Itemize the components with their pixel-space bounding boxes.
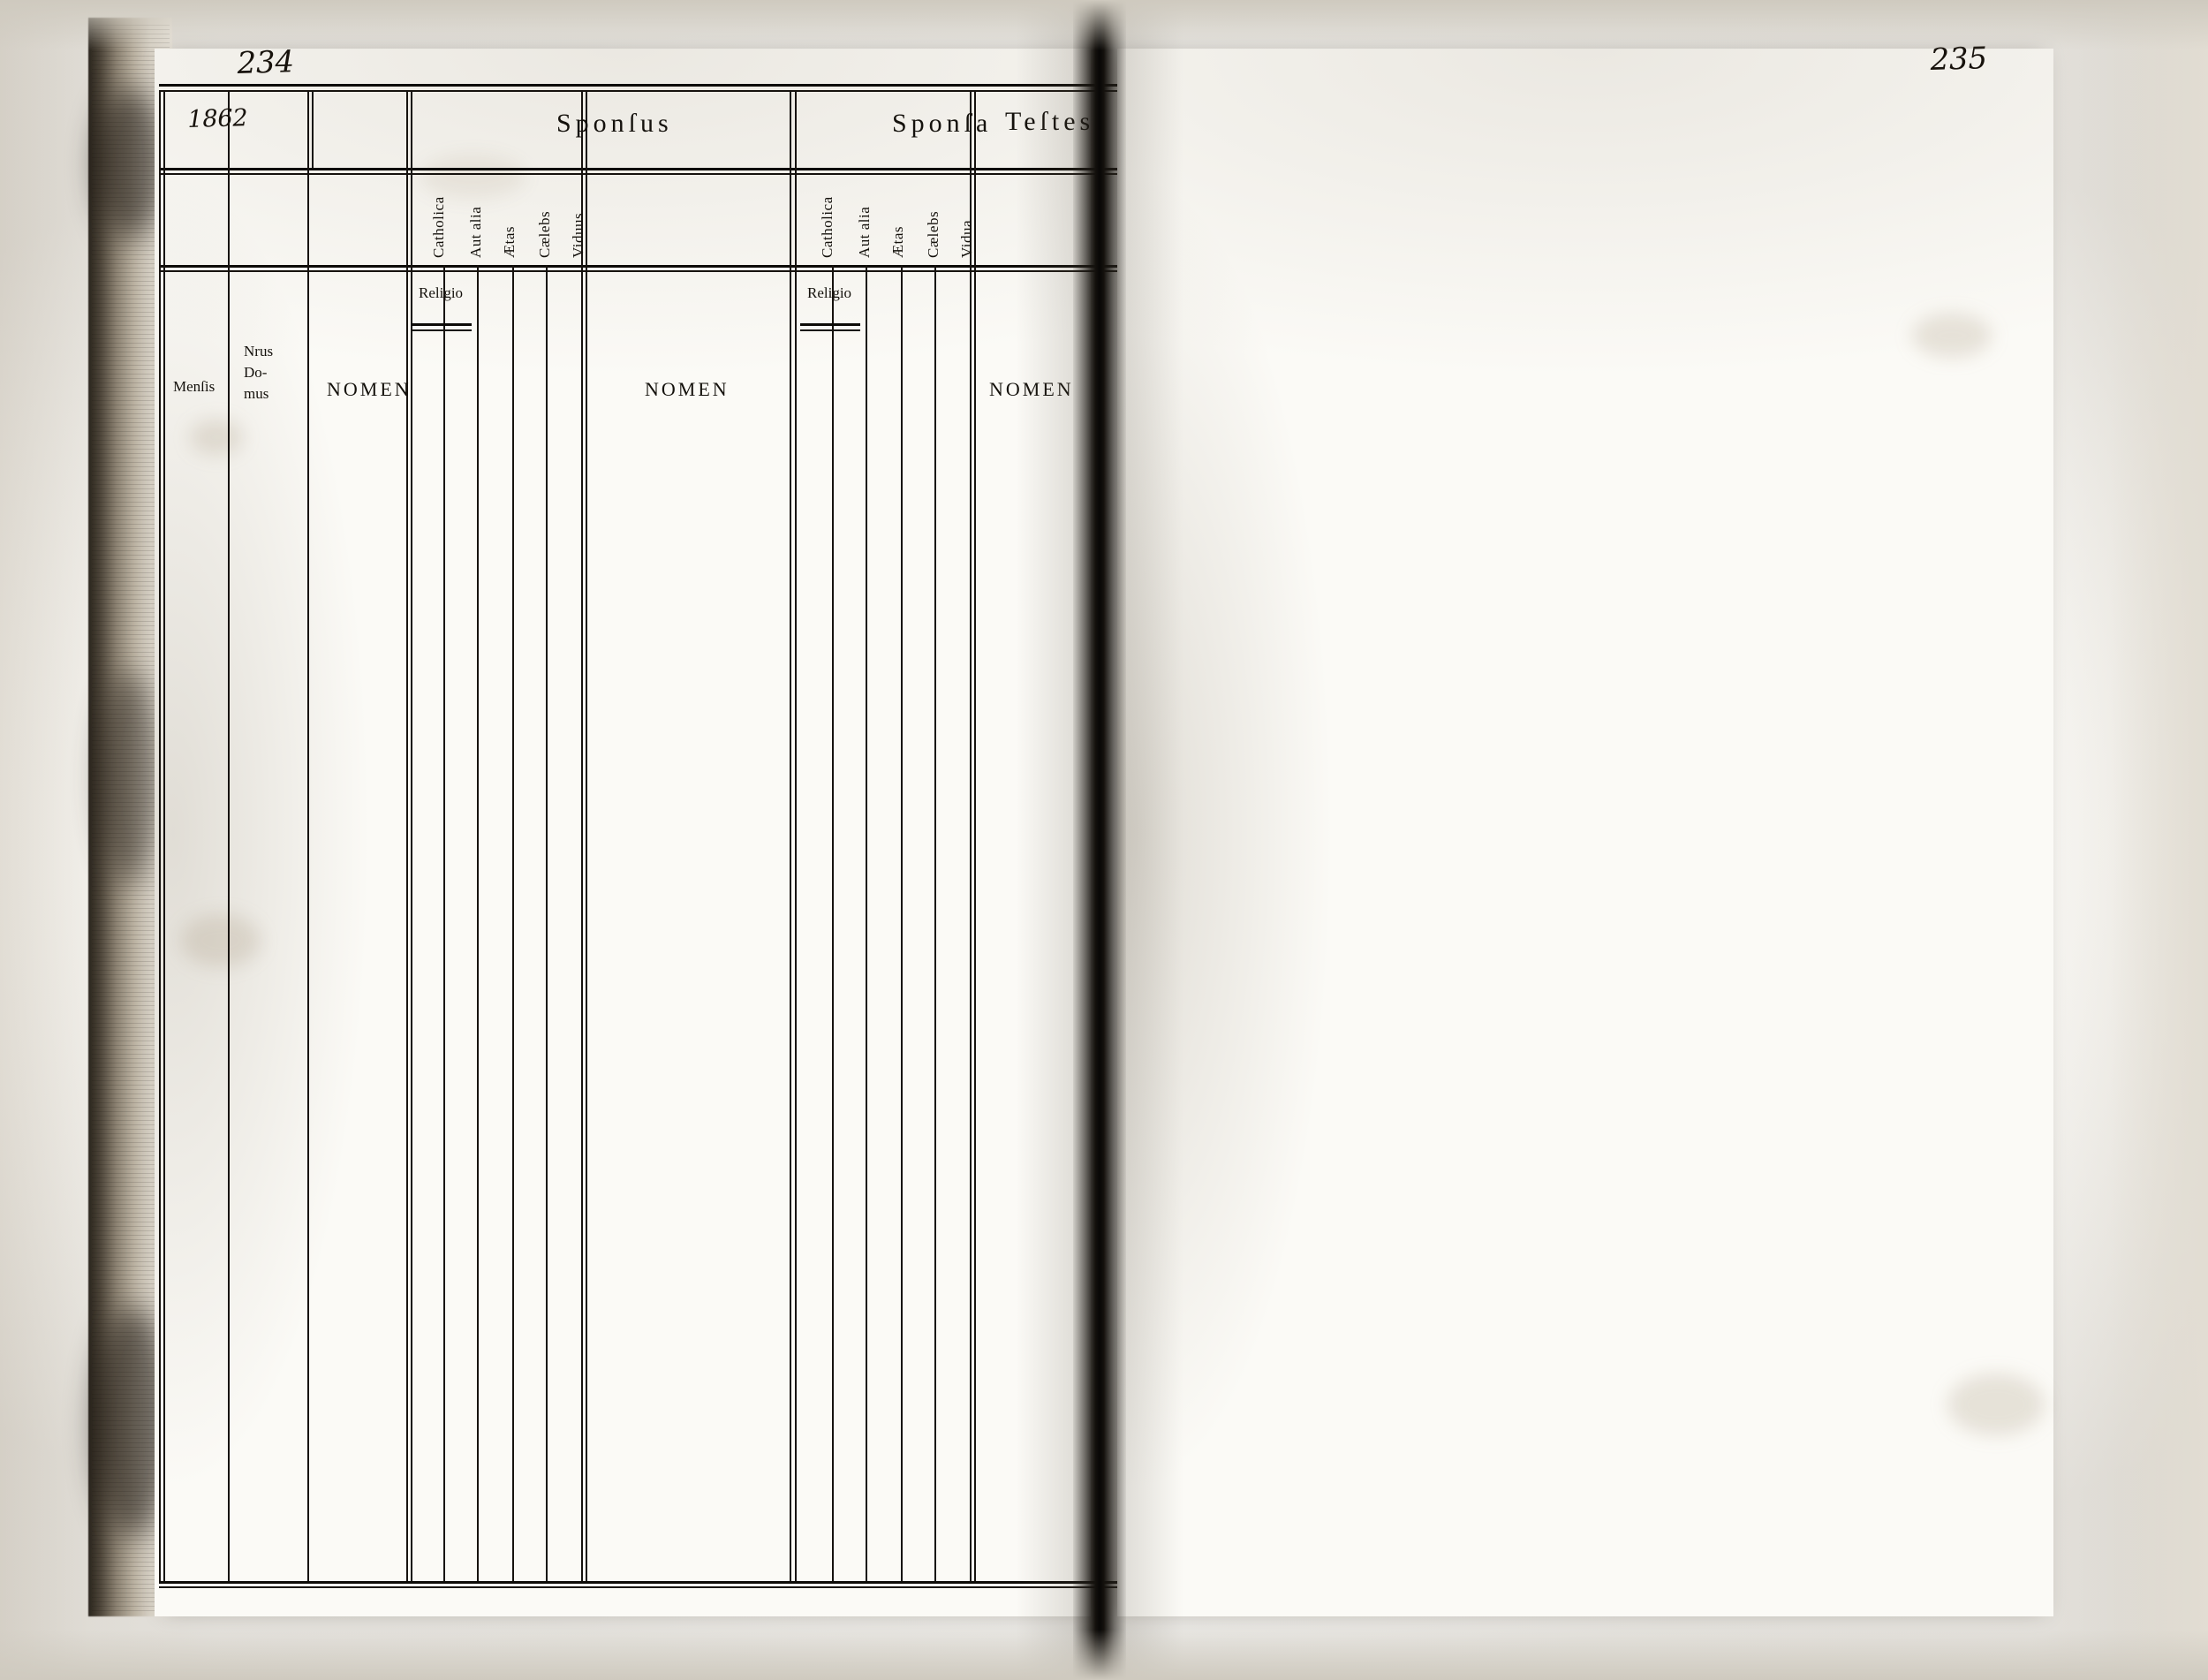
column-header-nrus: Nrus bbox=[244, 343, 274, 359]
column-header-mensis: Menſis bbox=[173, 378, 216, 395]
year-cell: 1862 bbox=[187, 104, 248, 133]
foxing-stain bbox=[1947, 1374, 2045, 1435]
column-header-aetas-sponsus: Ætas bbox=[501, 226, 518, 258]
column-header-religio-sponsa: Religio bbox=[807, 284, 852, 301]
column-header-nomen-sponsus: NOMEN bbox=[327, 378, 412, 400]
foxing-stain bbox=[1912, 314, 1992, 358]
column-header-caelebs-sponsus: Cælebs bbox=[536, 210, 553, 258]
column-header-catholica-sponsus: Catholica bbox=[430, 196, 447, 258]
column-header-viduus-sponsus: Viduus bbox=[570, 212, 586, 258]
group-header-sponsus: Sponſus bbox=[556, 109, 673, 138]
column-header-domus-2: mus bbox=[244, 385, 269, 402]
column-header-domus-1: Do- bbox=[244, 364, 268, 381]
column-header-nomen-sponsa: NOMEN bbox=[645, 378, 730, 400]
edge-smudge bbox=[99, 671, 161, 883]
column-header-aut-alia-sponsus: Aut alia bbox=[467, 206, 484, 258]
column-header-vidua-sponsa: Vidua bbox=[958, 219, 975, 258]
book-spine-gutter bbox=[1073, 0, 1126, 1680]
group-header-sponsa: Sponſa bbox=[892, 109, 993, 138]
paper-tone bbox=[1117, 49, 2053, 1616]
column-header-caelebs-sponsa: Cælebs bbox=[925, 210, 941, 258]
column-header-catholica-sponsa: Catholica bbox=[819, 196, 836, 258]
right-page-edge bbox=[2111, 0, 2208, 1680]
page-number-right: 235 bbox=[1930, 41, 1988, 78]
column-header-aut-alia-sponsa: Aut alia bbox=[856, 206, 873, 258]
column-header-aetas-sponsa: Ætas bbox=[889, 226, 906, 258]
column-header-religio-sponsus: Religio bbox=[419, 284, 464, 301]
right-page-sheet bbox=[1117, 49, 2053, 1616]
